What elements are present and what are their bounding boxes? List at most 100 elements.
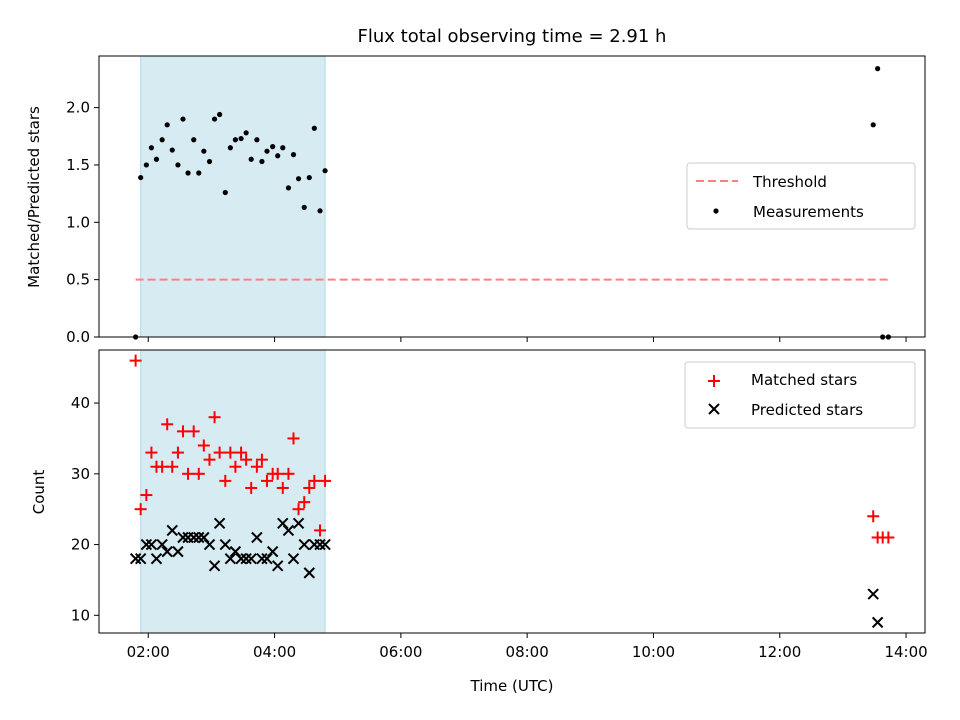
- measurement-point: [295, 176, 302, 182]
- predicted-star-marker: [245, 553, 257, 565]
- predicted-star-marker: [282, 524, 295, 537]
- measurement-point: [275, 153, 281, 159]
- matched-star-marker: [229, 460, 242, 473]
- measurement-point: [306, 174, 312, 181]
- matched-star-marker: [882, 531, 895, 544]
- top-y-tick-label: 1.5: [66, 156, 90, 174]
- top-legend-box: [686, 162, 916, 230]
- matched-star-marker: [287, 432, 300, 445]
- measurement-point: [138, 174, 144, 181]
- matched-star-marker: [292, 503, 305, 516]
- predicted-star-marker: [224, 553, 237, 565]
- top-y-ticks: 0.0 0.5 1.0 1.5 2.0: [66, 99, 99, 346]
- predicted-star-marker: [292, 517, 305, 530]
- matched-star-marker: [245, 481, 258, 494]
- matched-star-marker: [134, 503, 147, 516]
- measurement-point: [185, 170, 191, 176]
- bottom-plot-marks: [129, 354, 895, 629]
- measurement-point: [180, 116, 186, 122]
- predicted-star-marker: [314, 538, 326, 551]
- predicted-star-marker: [319, 538, 331, 551]
- measurement-point: [159, 137, 165, 143]
- measurement-point: [248, 156, 254, 162]
- measurement-point: [191, 137, 197, 143]
- measurement-point: [285, 185, 292, 191]
- measurement-point: [227, 145, 233, 151]
- predicted-star-marker: [298, 538, 310, 551]
- predicted-star-marker: [235, 553, 247, 565]
- measurement-point: [317, 208, 323, 214]
- measurement-point: [254, 137, 260, 143]
- predicted-star-marker: [272, 560, 284, 572]
- matched-star-marker: [319, 474, 332, 487]
- predicted-star-marker: [156, 538, 168, 551]
- matched-star-marker: [182, 467, 195, 480]
- matched-star-marker: [271, 467, 284, 480]
- matched-star-marker: [161, 418, 174, 431]
- measurement-point: [201, 148, 207, 154]
- legend-measurements-swatch: [713, 208, 719, 214]
- bottom-y-axis-label: Count: [30, 470, 48, 515]
- matched-star-marker: [192, 467, 205, 480]
- top-y-tick-label: 2.0: [66, 99, 90, 117]
- predicted-star-marker: [303, 567, 315, 579]
- legend-matched-label: Matched stars: [751, 371, 857, 389]
- bottom-x-ticks: 02:00 04:00 06:00 08:00 10:00 12:00 14:00: [127, 633, 928, 661]
- matched-star-marker: [176, 425, 189, 438]
- matched-star-marker: [187, 425, 200, 438]
- predicted-star-marker: [871, 616, 884, 629]
- bottom-panel: 10 20 30 40 02:00 04:00 06:00 08:00 10:00 12:00 1…: [30, 349, 928, 695]
- bottom-axes-frame: [98, 349, 926, 634]
- measurement-point: [232, 137, 239, 143]
- measurement-point: [206, 158, 213, 165]
- predicted-star-marker: [188, 531, 200, 544]
- matched-star-marker: [156, 460, 169, 473]
- bottom-x-tick-label: 02:00: [127, 643, 170, 661]
- matched-star-marker: [197, 439, 210, 452]
- measurement-point: [222, 189, 228, 196]
- bottom-legend: Matched stars Predicted stars: [684, 361, 916, 429]
- matched-star-marker: [224, 446, 237, 459]
- matched-star-marker: [208, 411, 221, 424]
- predicted-star-marker: [203, 538, 216, 551]
- measurement-point: [175, 162, 181, 168]
- predicted-star-marker: [287, 553, 300, 565]
- measurement-point: [143, 162, 149, 168]
- measurement-point: [259, 158, 265, 165]
- measurement-point: [270, 144, 276, 150]
- matched-star-marker: [166, 460, 179, 473]
- top-axes-frame: [98, 55, 926, 338]
- matched-star-marker: [260, 474, 273, 487]
- measurement-point: [311, 125, 317, 131]
- matched-star-marker: [145, 446, 158, 459]
- top-legend: Threshold Measurements: [686, 162, 916, 230]
- bottom-y-tick-label: 30: [71, 465, 90, 483]
- matched-star-marker: [240, 453, 253, 466]
- bottom-y-tick-label: 40: [71, 394, 90, 412]
- matched-star-marker: [276, 481, 289, 494]
- bottom-y-tick-label: 10: [71, 606, 90, 624]
- predicted-star-marker: [129, 553, 142, 565]
- top-x-ticks: [147, 337, 907, 342]
- bottom-x-tick-label: 06:00: [379, 643, 422, 661]
- bottom-x-tick-label: 14:00: [884, 643, 927, 661]
- legend-predicted-swatch: [708, 403, 720, 415]
- matched-star-marker: [314, 524, 327, 537]
- predicted-star-marker: [134, 553, 147, 565]
- top-y-tick-label: 0.0: [66, 328, 90, 346]
- top-shaded-region: [140, 55, 326, 338]
- bottom-x-tick-label: 10:00: [632, 643, 675, 661]
- predicted-star-marker: [240, 553, 252, 565]
- measurement-point: [169, 147, 175, 153]
- top-y-axis-label: Matched/Predicted stars: [25, 106, 43, 288]
- predicted-star-marker: [140, 538, 153, 551]
- bottom-x-tick-label: 04:00: [253, 643, 296, 661]
- measurement-point: [211, 116, 218, 122]
- measurement-point: [238, 135, 244, 142]
- legend-matched-swatch: [708, 375, 720, 387]
- matched-star-marker: [298, 496, 311, 509]
- predicted-star-marker: [266, 545, 279, 558]
- predicted-star-marker: [161, 545, 173, 558]
- bottom-legend-box: [684, 361, 916, 429]
